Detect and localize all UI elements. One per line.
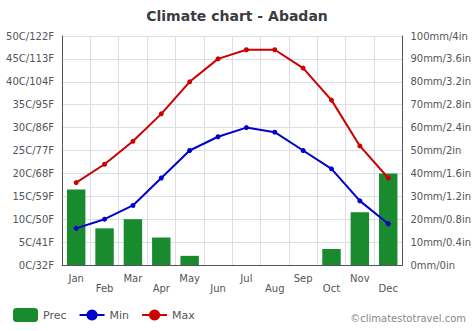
svg-text:40C/104F: 40C/104F: [6, 76, 54, 87]
svg-text:©climatestotravel.com: ©climatestotravel.com: [350, 313, 466, 324]
svg-text:45C/113F: 45C/113F: [6, 53, 54, 64]
svg-text:80mm/3.2in: 80mm/3.2in: [410, 76, 471, 87]
svg-text:0mm/0in: 0mm/0in: [410, 260, 455, 271]
svg-text:10C/50F: 10C/50F: [12, 214, 54, 225]
svg-text:20mm/0.8in: 20mm/0.8in: [410, 214, 471, 225]
svg-text:Mar: Mar: [123, 273, 143, 284]
svg-text:Jul: Jul: [239, 273, 252, 284]
svg-text:Apr: Apr: [153, 283, 171, 294]
svg-text:40mm/1.6in: 40mm/1.6in: [410, 168, 471, 179]
svg-text:30mm/1.2in: 30mm/1.2in: [410, 191, 471, 202]
svg-text:Jan: Jan: [67, 273, 83, 284]
svg-text:60mm/2.4in: 60mm/2.4in: [410, 122, 471, 133]
svg-text:Jun: Jun: [209, 283, 226, 294]
svg-text:Oct: Oct: [323, 283, 340, 294]
svg-text:Max: Max: [172, 309, 195, 322]
svg-text:15C/59F: 15C/59F: [12, 191, 54, 202]
svg-text:30C/86F: 30C/86F: [12, 122, 54, 133]
svg-text:20C/68F: 20C/68F: [12, 168, 54, 179]
svg-text:10mm/0.4in: 10mm/0.4in: [410, 237, 471, 248]
svg-text:35C/95F: 35C/95F: [12, 99, 54, 110]
svg-text:70mm/2.8in: 70mm/2.8in: [410, 99, 471, 110]
svg-text:25C/77F: 25C/77F: [12, 145, 54, 156]
svg-text:Dec: Dec: [379, 283, 398, 294]
svg-text:50C/122F: 50C/122F: [6, 31, 54, 42]
svg-text:Sep: Sep: [294, 273, 313, 284]
svg-text:Climate chart - Abadan: Climate chart - Abadan: [146, 8, 328, 24]
svg-text:0C/32F: 0C/32F: [19, 260, 54, 271]
svg-text:Prec: Prec: [43, 309, 67, 322]
svg-text:Nov: Nov: [350, 273, 370, 284]
svg-text:100mm/4in: 100mm/4in: [410, 31, 467, 42]
svg-text:Min: Min: [110, 309, 130, 322]
svg-text:50mm/2in: 50mm/2in: [410, 145, 461, 156]
svg-text:Feb: Feb: [96, 283, 114, 294]
svg-text:Aug: Aug: [265, 283, 285, 294]
svg-text:May: May: [179, 273, 200, 284]
svg-text:90mm/3.6in: 90mm/3.6in: [410, 53, 471, 64]
svg-text:5C/41F: 5C/41F: [19, 237, 54, 248]
